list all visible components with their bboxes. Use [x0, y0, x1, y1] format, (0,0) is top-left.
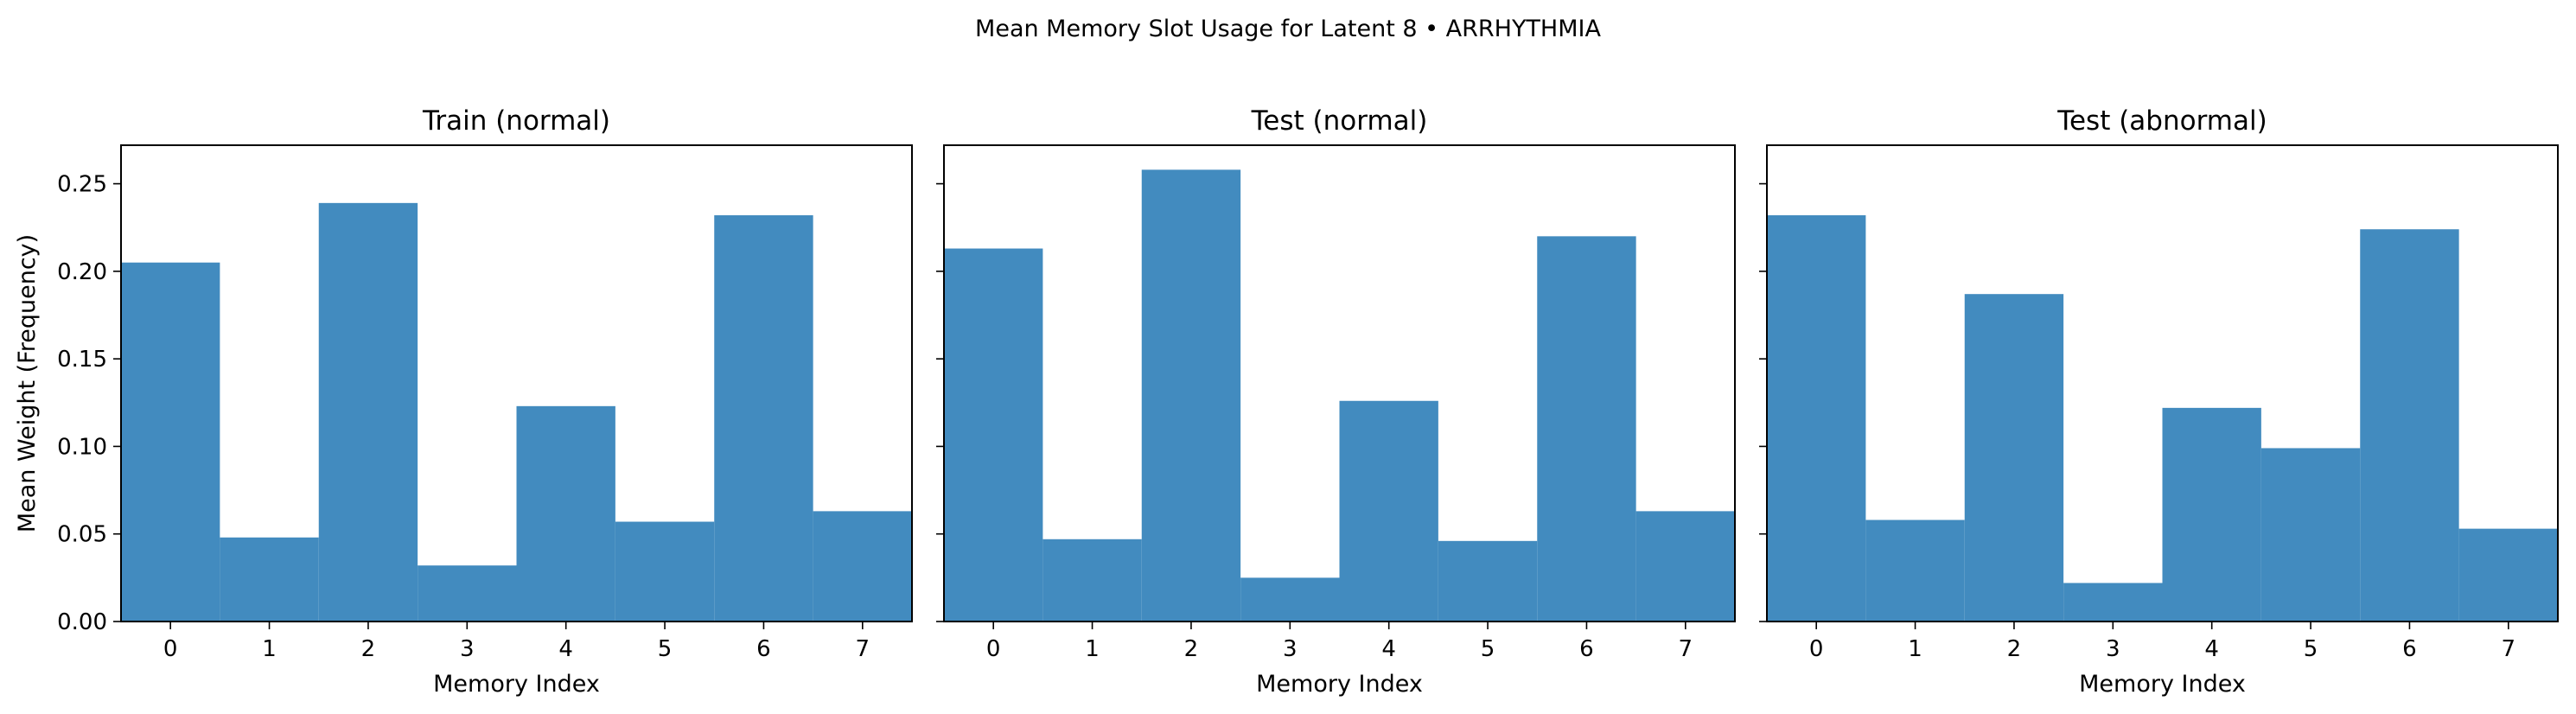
bar-1-2: [1141, 169, 1241, 622]
x-tick-label-0-6: 6: [756, 636, 771, 662]
axes-frame-2: [1766, 144, 2559, 622]
x-tick-label-1-5: 5: [1481, 636, 1495, 662]
x-axis-label-2: Memory Index: [2079, 671, 2246, 698]
x-tick-label-1-4: 4: [1381, 636, 1396, 662]
bar-1-7: [1636, 511, 1735, 622]
bar-1-0: [944, 248, 1043, 622]
x-tick-label-2-1: 1: [1908, 636, 1922, 662]
bar-0-0: [121, 262, 220, 622]
x-tick-label-1-1: 1: [1085, 636, 1100, 662]
x-tick-label-1-7: 7: [1679, 636, 1693, 662]
y-tick-label-0-4: 0.20: [57, 259, 107, 285]
x-tick-label-1-6: 6: [1579, 636, 1594, 662]
y-tick-label-0-5: 0.25: [57, 172, 107, 198]
x-tick-label-0-4: 4: [558, 636, 573, 662]
y-axis-label-0: Mean Weight (Frequency): [14, 234, 41, 532]
x-tick-label-2-3: 3: [2106, 636, 2120, 662]
x-tick-label-2-5: 5: [2304, 636, 2318, 662]
x-axis-label-0: Memory Index: [433, 671, 600, 698]
bar-2-1: [1865, 520, 1965, 622]
chart-panel-0: 0 1 2 3 4 5 6 7 0.00 0.05 0.10 0.15 0.20 0.25 Train (n…: [14, 105, 913, 698]
x-tick-label-2-4: 4: [2204, 636, 2219, 662]
chart-panel-1: 0 1 2 3 4 5 6 7 Test (normal) Memory Index: [936, 105, 1736, 698]
axes-frame-1: [943, 144, 1736, 622]
x-tick-label-1-0: 0: [986, 636, 1001, 662]
bar-2-0: [1767, 215, 1866, 622]
bar-1-1: [1043, 539, 1142, 622]
bar-2-4: [2162, 407, 2261, 622]
bar-1-5: [1438, 540, 1538, 622]
x-tick-label-2-6: 6: [2402, 636, 2417, 662]
x-tick-label-0-7: 7: [856, 636, 870, 662]
x-axis-label-1: Memory Index: [1256, 671, 1423, 698]
panel-title-1: Test (normal): [1251, 105, 1428, 137]
figure-title: Mean Memory Slot Usage for Latent 8 • AR…: [975, 16, 1601, 42]
y-tick-label-0-2: 0.10: [57, 434, 107, 460]
x-tick-label-2-7: 7: [2502, 636, 2516, 662]
bar-0-5: [615, 521, 715, 622]
x-tick-label-2-2: 2: [2007, 636, 2022, 662]
bar-2-2: [1964, 294, 2064, 622]
bar-1-3: [1240, 577, 1340, 622]
bar-0-6: [714, 215, 813, 622]
bar-0-7: [813, 511, 912, 622]
bar-0-1: [220, 537, 319, 622]
bar-2-6: [2360, 229, 2459, 622]
bar-2-7: [2458, 528, 2558, 622]
y-tick-label-0-0: 0.00: [57, 609, 107, 635]
x-tick-label-0-0: 0: [163, 636, 178, 662]
bar-0-4: [516, 405, 615, 622]
bar-1-4: [1339, 400, 1438, 622]
x-tick-label-2-0: 0: [1809, 636, 1824, 662]
chart-panel-2: 0 1 2 3 4 5 6 7 Test (abnormal) Memory Index: [1759, 105, 2559, 698]
y-tick-label-0-3: 0.15: [57, 347, 107, 373]
x-tick-label-0-5: 5: [658, 636, 673, 662]
x-tick-label-0-1: 1: [262, 636, 277, 662]
x-tick-label-1-3: 3: [1283, 636, 1298, 662]
bar-2-5: [2260, 448, 2361, 622]
panel-title-0: Train (normal): [422, 105, 610, 137]
x-tick-label-1-2: 2: [1184, 636, 1199, 662]
panel-title-2: Test (abnormal): [2056, 105, 2267, 137]
axes-frame-0: [120, 144, 913, 622]
bar-0-2: [318, 202, 418, 622]
bar-1-6: [1537, 236, 1636, 622]
x-tick-label-0-3: 3: [460, 636, 475, 662]
y-tick-label-0-1: 0.05: [57, 522, 107, 548]
bar-0-3: [418, 565, 517, 622]
x-tick-label-0-2: 2: [361, 636, 376, 662]
bar-2-3: [2063, 583, 2163, 622]
